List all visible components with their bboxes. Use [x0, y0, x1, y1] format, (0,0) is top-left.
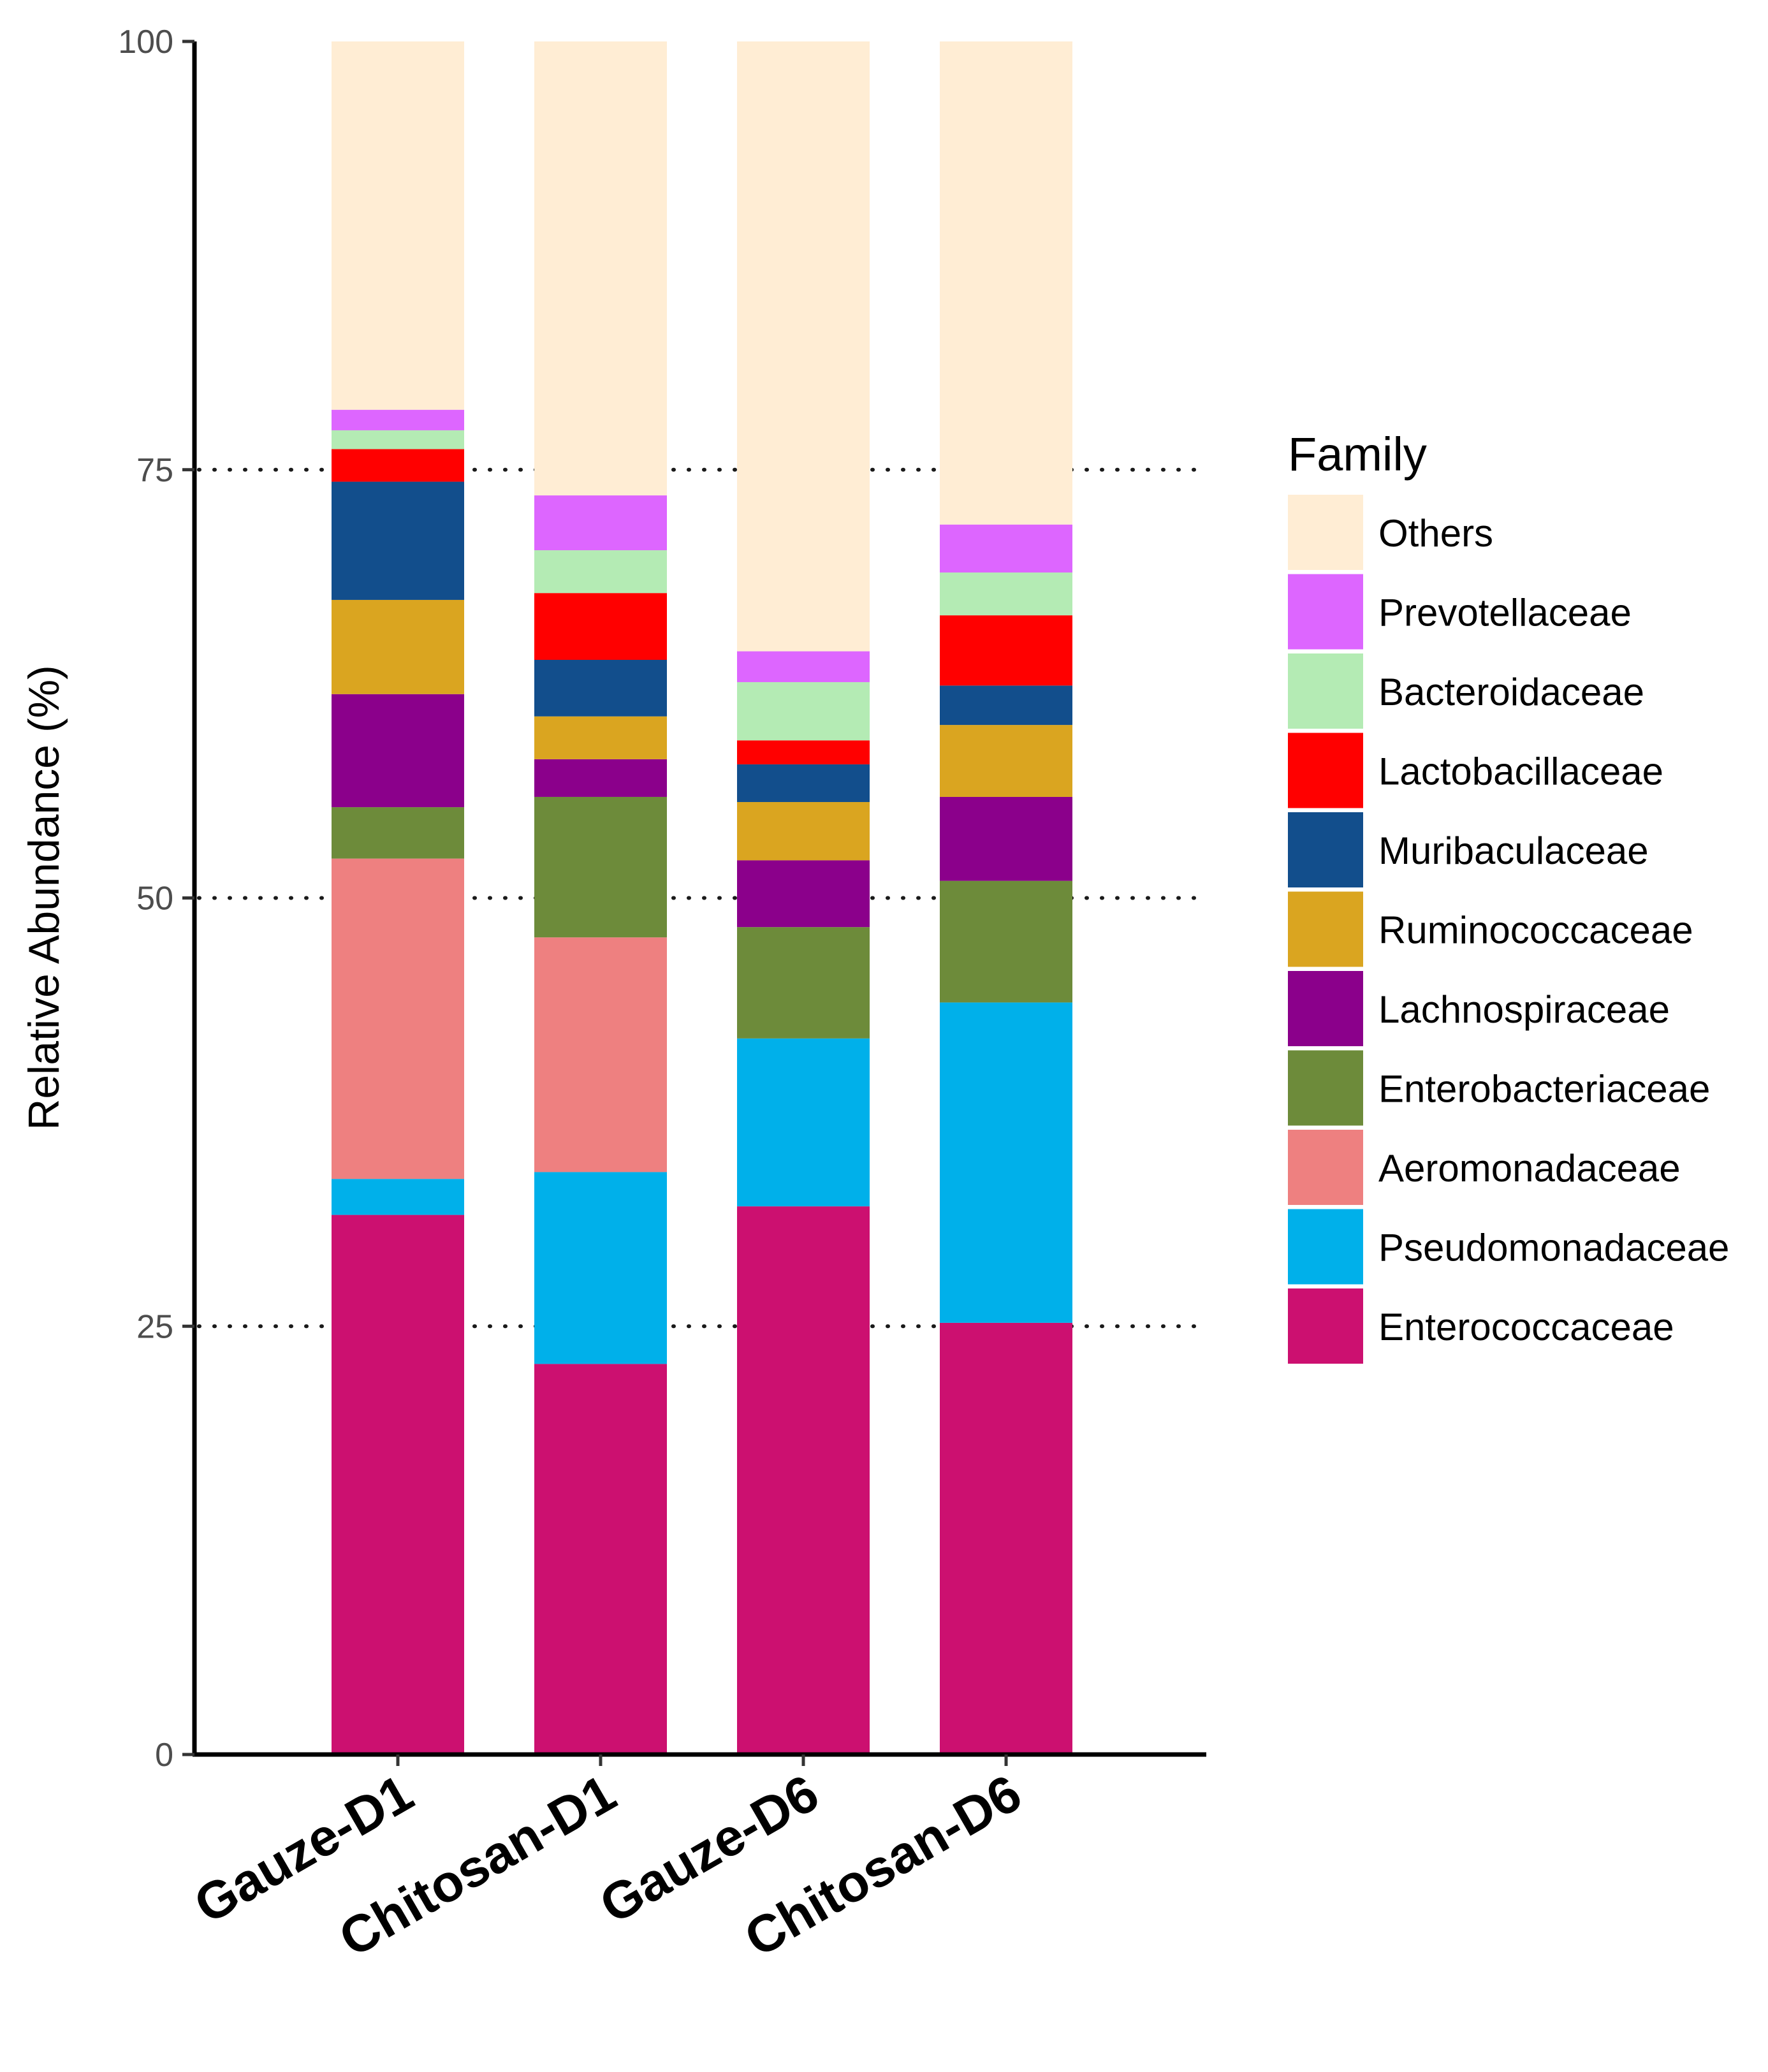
bar-chitosan-d6-bacteroidaceae [940, 572, 1072, 616]
bar-chitosan-d1-others [534, 41, 667, 496]
legend-swatch-pseudomonadaceae [1288, 1209, 1363, 1285]
bar-chitosan-d1-enterobacteriaceae [534, 796, 667, 938]
y-tick-label-25: 25 [136, 1308, 173, 1345]
legend-swatch-enterococcaceae [1288, 1288, 1363, 1364]
legend-label-others: Others [1378, 512, 1493, 555]
y-axis-title: Relative Abundance (%) [20, 665, 68, 1130]
bar-gauze-d6-lactobacillaceae [737, 740, 870, 764]
y-tick-label-75: 75 [136, 452, 173, 489]
legend-label-enterococcaceae: Enterococcaceae [1378, 1306, 1674, 1348]
bar-chitosan-d1-prevotellaceae [534, 495, 667, 551]
bar-gauze-d1-muribaculaceae [332, 481, 464, 600]
bars [332, 41, 1072, 1755]
bar-gauze-d6-enterobacteriaceae [737, 927, 870, 1039]
legend-label-muribaculaceae: Muribaculaceae [1378, 829, 1649, 872]
legend-label-bacteroidaceae: Bacteroidaceae [1378, 671, 1644, 713]
legend-swatch-bacteroidaceae [1288, 653, 1363, 729]
bar-gauze-d6-others [737, 41, 870, 652]
bar-chitosan-d6-enterococcaceae [940, 1322, 1072, 1755]
legend-swatch-ruminococcaceae [1288, 891, 1363, 967]
bar-gauze-d6-lachnospiraceae [737, 860, 870, 928]
bar-chitosan-d6-prevotellaceae [940, 524, 1072, 573]
bar-gauze-d6-muribaculaceae [737, 764, 870, 803]
bar-group-gauze-d1 [332, 41, 464, 1755]
bar-chitosan-d6-others [940, 41, 1072, 525]
bar-gauze-d1-lactobacillaceae [332, 449, 464, 482]
legend-label-enterobacteriaceae: Enterobacteriaceae [1378, 1068, 1710, 1111]
bar-chitosan-d6-muribaculaceae [940, 685, 1072, 726]
y-tick-label-0: 0 [155, 1737, 173, 1774]
bar-chitosan-d1-bacteroidaceae [534, 550, 667, 594]
bar-chitosan-d1-aeromonadaceae [534, 937, 667, 1172]
legend-swatch-enterobacteriaceae [1288, 1050, 1363, 1126]
bar-chitosan-d6-lachnospiraceae [940, 796, 1072, 881]
bar-chitosan-d1-enterococcaceae [534, 1364, 667, 1755]
bar-chitosan-d6-ruminococcaceae [940, 725, 1072, 797]
legend-label-pseudomonadaceae: Pseudomonadaceae [1378, 1227, 1729, 1269]
bar-chitosan-d1-ruminococcaceae [534, 716, 667, 759]
bar-chitosan-d1-lachnospiraceae [534, 759, 667, 797]
bar-chitosan-d6-lactobacillaceae [940, 615, 1072, 686]
y-tick-label-100: 100 [118, 24, 173, 61]
bar-group-chitosan-d6 [940, 41, 1072, 1755]
bar-gauze-d1-pseudomonadaceae [332, 1179, 464, 1215]
bar-chitosan-d1-muribaculaceae [534, 660, 667, 717]
bar-gauze-d6-ruminococcaceae [737, 802, 870, 861]
legend-label-aeromonadaceae: Aeromonadaceae [1378, 1147, 1681, 1190]
bar-group-chitosan-d1 [534, 41, 667, 1755]
bar-gauze-d1-bacteroidaceae [332, 430, 464, 449]
bar-gauze-d6-bacteroidaceae [737, 682, 870, 741]
bar-gauze-d1-ruminococcaceae [332, 599, 464, 694]
legend-label-prevotellaceae: Prevotellaceae [1378, 592, 1632, 634]
legend-swatch-others [1288, 495, 1363, 570]
bar-chitosan-d1-pseudomonadaceae [534, 1172, 667, 1364]
bar-gauze-d1-enterobacteriaceae [332, 807, 464, 859]
bar-chitosan-d6-pseudomonadaceae [940, 1002, 1072, 1323]
legend-swatch-muribaculaceae [1288, 812, 1363, 887]
legend-swatch-aeromonadaceae [1288, 1130, 1363, 1205]
bar-group-gauze-d6 [737, 41, 870, 1755]
bar-gauze-d1-enterococcaceae [332, 1215, 464, 1755]
bar-chitosan-d6-enterobacteriaceae [940, 880, 1072, 1003]
bar-chitosan-d1-lactobacillaceae [534, 593, 667, 660]
bar-gauze-d6-enterococcaceae [737, 1206, 870, 1755]
legend: Family Others Prevotellaceae Bacteroidacea… [1288, 428, 1729, 1364]
legend-swatch-lachnospiraceae [1288, 971, 1363, 1046]
legend-swatch-prevotellaceae [1288, 574, 1363, 650]
y-ticks: 0 25 50 75 100 [118, 24, 194, 1774]
bar-gauze-d1-others [332, 41, 464, 410]
bar-gauze-d6-prevotellaceae [737, 651, 870, 682]
legend-title: Family [1288, 428, 1427, 481]
legend-label-lactobacillaceae: Lactobacillaceae [1378, 750, 1663, 793]
bar-gauze-d1-lachnospiraceae [332, 694, 464, 808]
legend-label-ruminococcaceae: Ruminococcaceae [1378, 909, 1693, 952]
bar-gauze-d6-pseudomonadaceae [737, 1038, 870, 1207]
y-tick-label-50: 50 [136, 880, 173, 917]
legend-label-lachnospiraceae: Lachnospiraceae [1378, 988, 1670, 1031]
legend-swatch-lactobacillaceae [1288, 733, 1363, 808]
bar-gauze-d1-aeromonadaceae [332, 858, 464, 1179]
bar-gauze-d1-prevotellaceae [332, 409, 464, 430]
